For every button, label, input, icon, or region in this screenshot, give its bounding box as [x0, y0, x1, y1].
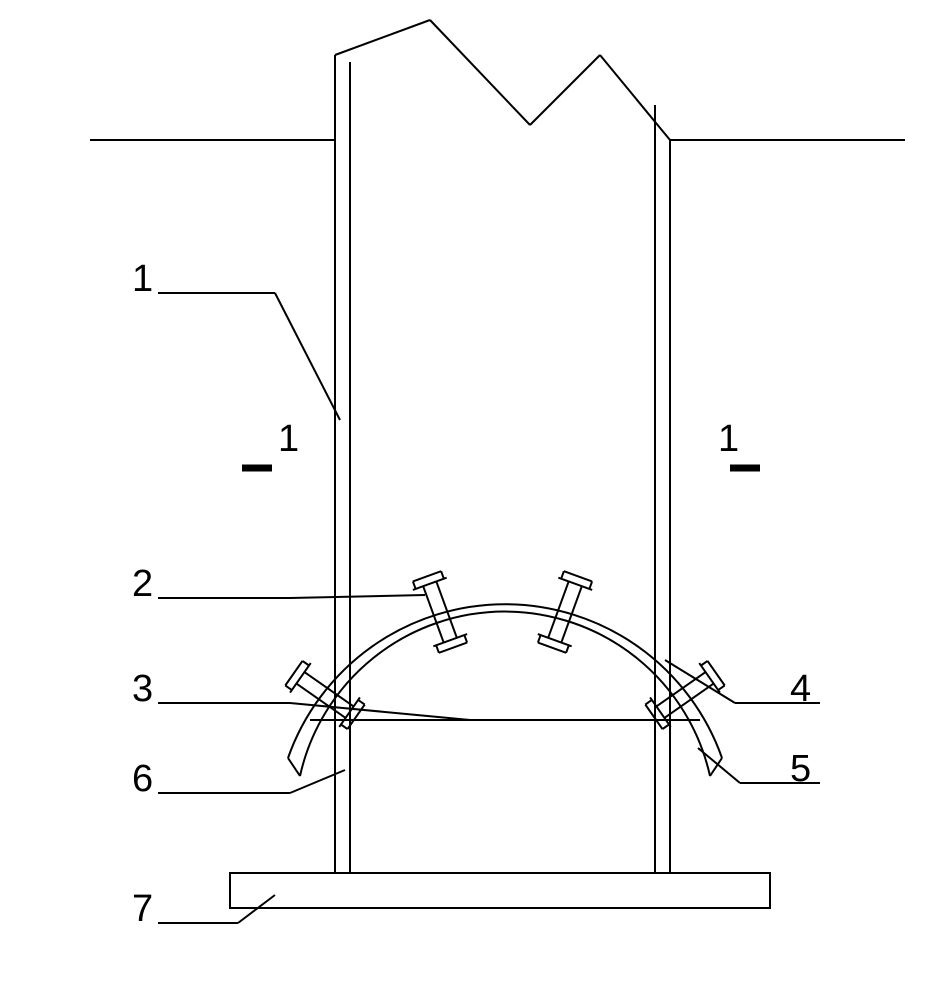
- leader-3b: [290, 703, 470, 720]
- label-4: 4: [790, 668, 811, 711]
- leader-4b: [665, 660, 735, 703]
- label-6: 6: [132, 758, 153, 801]
- label-1b: 1: [278, 418, 299, 461]
- leader-1b: [275, 293, 340, 420]
- arch-outer: [288, 604, 722, 758]
- break-line-2: [430, 20, 530, 125]
- label-1c: 1: [718, 418, 739, 461]
- label-5: 5: [790, 748, 811, 791]
- label-3: 3: [132, 668, 153, 711]
- label-2: 2: [132, 563, 153, 606]
- label-7: 7: [132, 888, 153, 931]
- technical-diagram: 1 1 1 2 3 4 5 6 7: [0, 0, 945, 1000]
- arch-inner: [300, 612, 710, 776]
- diagram-svg: [0, 0, 945, 1000]
- arch-left-cap: [288, 758, 300, 776]
- break-line-1: [335, 20, 430, 55]
- bolt-2: [410, 570, 470, 654]
- break-line-4: [600, 55, 670, 140]
- leader-5b: [698, 748, 740, 783]
- break-line-3: [530, 55, 600, 125]
- label-1a: 1: [132, 258, 153, 301]
- leader-2b: [290, 595, 425, 598]
- bottom-plate: [230, 873, 770, 908]
